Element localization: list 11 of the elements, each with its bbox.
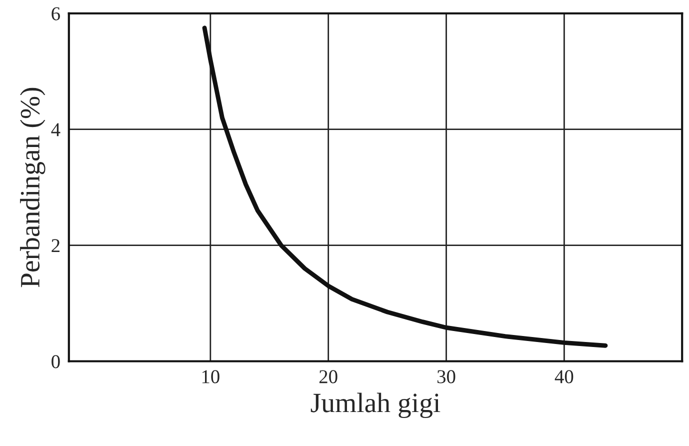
y-tick-label: 4 (51, 123, 60, 136)
y-axis-title: Perbandingan (%) (20, 88, 46, 288)
y-tick-label: 2 (52, 239, 60, 252)
x-axis-title: Jumlah gigi (310, 392, 440, 418)
x-tick-label: 20 (319, 370, 338, 384)
x-tick-label: 10 (202, 370, 220, 384)
y-tick-label: 6 (52, 7, 60, 20)
x-tick-label: 40 (554, 370, 574, 384)
y-tick-label: 0 (52, 355, 60, 368)
line-series (202, 26, 608, 348)
x-tick-label: 30 (437, 370, 456, 384)
